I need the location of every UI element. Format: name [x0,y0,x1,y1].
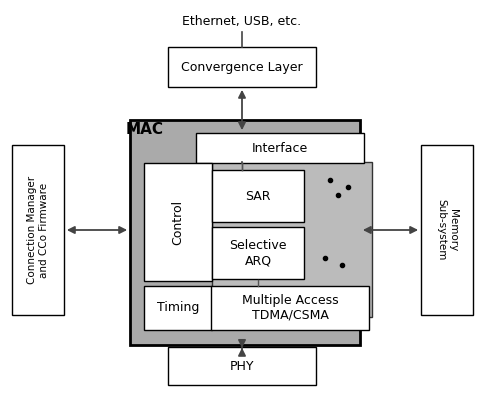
Text: Multiple Access
TDMA/CSMA: Multiple Access TDMA/CSMA [241,294,338,322]
Text: PHY: PHY [229,360,254,372]
Bar [144,163,212,281]
Text: Ethernet, USB, etc.: Ethernet, USB, etc. [182,16,301,28]
Bar [167,47,316,87]
Bar [196,133,363,163]
Text: MAC: MAC [126,122,164,138]
Bar [420,145,472,315]
Text: SAR: SAR [245,190,270,202]
Bar [212,162,371,317]
Text: Timing: Timing [156,302,199,314]
Bar [212,170,303,222]
Bar [12,145,64,315]
Bar [144,286,212,330]
Text: Selective
ARQ: Selective ARQ [229,239,286,267]
Bar [167,347,316,385]
Text: Convergence Layer: Convergence Layer [181,60,302,74]
Bar [130,120,359,345]
Text: Connection Manager
and CCo Firmware: Connection Manager and CCo Firmware [27,176,49,284]
Text: Control: Control [171,200,184,244]
Bar [212,227,303,279]
Text: Interface: Interface [251,142,307,154]
Bar [211,286,368,330]
Text: Memory
Sub-system: Memory Sub-system [435,199,457,261]
